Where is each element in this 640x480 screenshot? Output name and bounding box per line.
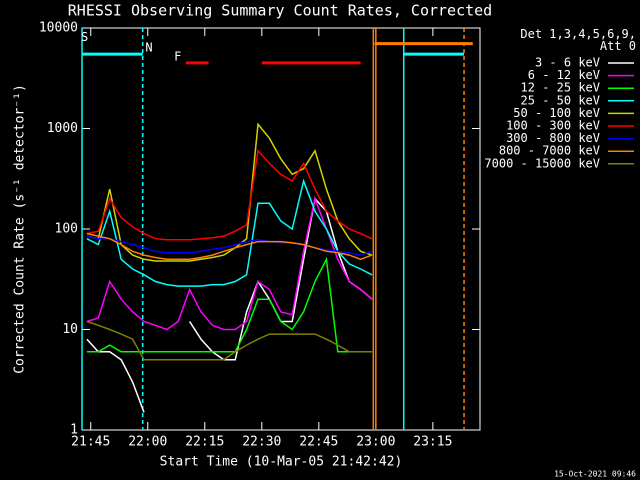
y-tick-label: 10000 [39, 21, 78, 36]
flag-label: F [174, 49, 181, 63]
x-tick-label: 22:45 [299, 435, 338, 450]
x-tick-label: 22:30 [242, 435, 281, 450]
legend-label: 100 - 300 keV [506, 119, 600, 133]
y-tick-label: 1000 [47, 121, 78, 136]
x-tick-label: 23:00 [356, 435, 395, 450]
series-line [86, 197, 373, 413]
flag-label: N [145, 41, 152, 55]
x-tick-label: 23:15 [413, 435, 452, 450]
y-axis-label: Corrected Count Rate (s⁻¹ detector⁻¹) [13, 84, 28, 374]
y-tick-label: 1 [70, 423, 78, 438]
chart-title: RHESSI Observing Summary Count Rates, Co… [68, 2, 492, 20]
legend-label: 12 - 25 keV [521, 81, 600, 95]
x-tick-label: 21:45 [71, 435, 110, 450]
series-line [86, 256, 372, 353]
series-line [86, 320, 372, 361]
x-tick-label: 22:00 [128, 435, 167, 450]
series-line [86, 235, 373, 256]
legend-label: 800 - 7000 keV [499, 144, 600, 158]
y-tick-label: 10 [62, 322, 78, 337]
series-line [86, 232, 373, 261]
legend-title: Det 1,3,4,5,6,9, Att 0 [520, 27, 636, 53]
plot-area [82, 28, 473, 430]
legend-label: 6 - 12 keV [528, 68, 600, 82]
legend-label: 25 - 50 keV [521, 93, 600, 107]
legend-label: 7000 - 15000 keV [484, 156, 600, 170]
flag-label: S [81, 30, 88, 44]
footer: 15-Oct-2021 09:46 [554, 470, 636, 479]
legend-label: 50 - 100 keV [513, 106, 600, 120]
plot-frame [81, 27, 481, 431]
series-line [86, 122, 373, 262]
x-axis-label: Start Time (10-Mar-05 21:42:42) [160, 455, 403, 470]
x-tick-label: 22:15 [185, 435, 224, 450]
legend-label: 3 - 6 keV [535, 56, 600, 70]
series-line [86, 196, 373, 331]
series-line [86, 178, 373, 287]
legend-label: 300 - 800 keV [506, 131, 600, 145]
y-tick-label: 100 [55, 222, 78, 237]
series-line [86, 149, 373, 241]
